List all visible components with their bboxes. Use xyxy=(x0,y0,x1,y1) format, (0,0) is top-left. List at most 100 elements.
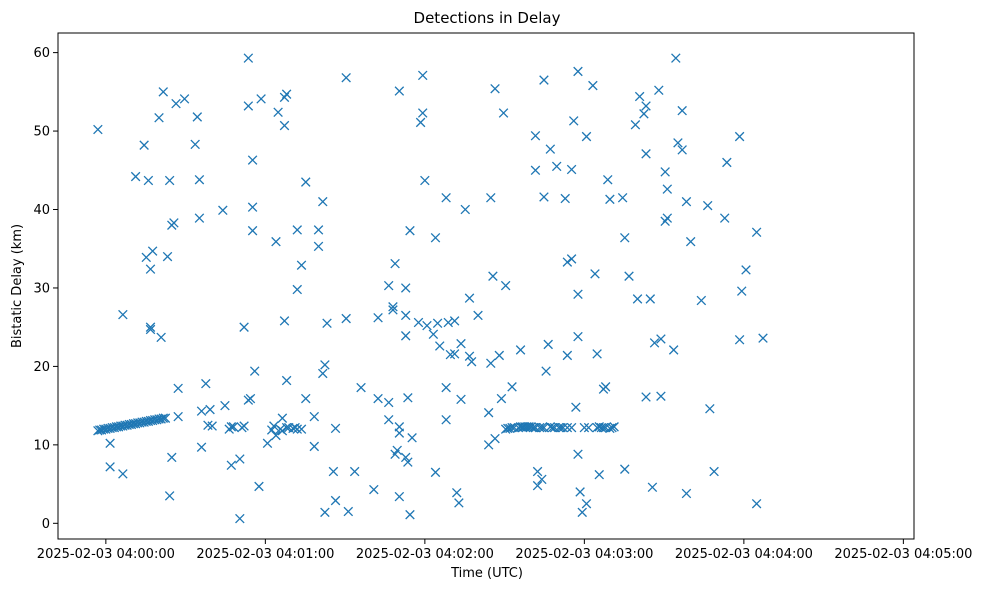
data-point xyxy=(734,131,745,142)
data-point xyxy=(309,411,320,422)
data-point xyxy=(641,149,651,159)
data-point xyxy=(722,157,732,168)
data-point xyxy=(383,397,394,408)
data-point xyxy=(741,265,751,275)
data-point xyxy=(145,322,156,332)
data-point xyxy=(456,338,466,349)
data-point xyxy=(641,101,651,111)
data-point xyxy=(405,225,415,236)
data-point xyxy=(647,482,658,492)
data-point xyxy=(239,322,249,332)
data-point xyxy=(318,196,328,207)
data-point xyxy=(460,204,471,215)
data-point xyxy=(160,413,171,423)
data-point xyxy=(194,213,205,223)
data-point xyxy=(751,227,762,238)
data-point xyxy=(400,331,411,341)
data-point xyxy=(430,232,441,243)
data-point xyxy=(403,457,413,467)
data-point xyxy=(277,413,288,423)
data-point xyxy=(500,280,511,291)
data-point xyxy=(164,175,175,186)
data-point xyxy=(577,507,587,518)
data-point xyxy=(281,89,292,99)
data-point xyxy=(681,196,692,207)
data-point xyxy=(207,421,217,431)
plot-area xyxy=(57,32,915,540)
data-point xyxy=(605,194,615,205)
data-point xyxy=(583,422,594,433)
data-point xyxy=(490,83,500,94)
data-point xyxy=(296,424,307,434)
data-point xyxy=(515,345,526,355)
x-tick-label: 2025-02-03 04:02:00 xyxy=(356,547,494,562)
data-point xyxy=(356,382,366,393)
y-tick-label: 0 xyxy=(42,517,50,532)
data-point xyxy=(118,469,128,479)
data-point xyxy=(673,138,683,148)
data-point xyxy=(449,349,460,359)
data-point xyxy=(562,257,573,267)
y-axis-label: Bistatic Delay (km) xyxy=(10,224,25,348)
data-point xyxy=(551,161,562,172)
data-point xyxy=(639,109,649,119)
data-point xyxy=(390,258,400,269)
data-point xyxy=(400,283,411,293)
data-point xyxy=(734,334,745,345)
data-point xyxy=(545,144,556,154)
data-point xyxy=(709,466,719,477)
data-point xyxy=(634,91,645,102)
data-point xyxy=(279,316,290,326)
data-point xyxy=(262,438,273,449)
data-point xyxy=(313,241,324,252)
data-point xyxy=(449,316,460,326)
data-point xyxy=(383,280,394,291)
data-point xyxy=(558,422,568,433)
data-point xyxy=(464,293,475,303)
data-point xyxy=(394,86,405,96)
data-point xyxy=(562,422,573,433)
data-point xyxy=(235,454,245,464)
data-point xyxy=(705,404,715,414)
data-point xyxy=(292,424,303,434)
data-point xyxy=(573,331,583,342)
data-point xyxy=(432,318,443,329)
data-point xyxy=(343,506,354,517)
data-point xyxy=(118,309,128,320)
y-tick-label: 60 xyxy=(33,46,50,61)
data-point xyxy=(486,192,496,203)
data-point xyxy=(560,193,570,204)
data-point xyxy=(301,393,311,404)
data-point xyxy=(758,333,768,343)
y-tick-label: 50 xyxy=(33,125,50,140)
data-point xyxy=(279,120,290,131)
data-point xyxy=(575,487,585,497)
y-tick-label: 10 xyxy=(33,438,50,453)
y-axis: 0 10 20 30 40 50 60 xyxy=(33,46,58,532)
data-point xyxy=(313,225,324,235)
x-tick-label: 2025-02-03 04:05:00 xyxy=(834,547,972,562)
data-point xyxy=(600,382,611,392)
data-point xyxy=(420,175,430,186)
data-point xyxy=(239,421,249,431)
data-point xyxy=(218,205,228,216)
data-point xyxy=(507,382,517,392)
data-point xyxy=(428,329,439,340)
data-point xyxy=(369,484,379,495)
data-point xyxy=(617,192,628,203)
data-point xyxy=(154,112,164,123)
data-point xyxy=(566,422,577,433)
data-point xyxy=(243,53,254,63)
data-points xyxy=(93,53,768,524)
data-point xyxy=(205,404,215,415)
data-point xyxy=(588,80,598,91)
data-point xyxy=(173,411,183,422)
x-tick-label: 2025-02-03 04:01:00 xyxy=(196,547,334,562)
data-point xyxy=(573,289,583,299)
data-point xyxy=(573,66,583,77)
data-point xyxy=(736,286,747,296)
data-point xyxy=(466,356,477,367)
data-point xyxy=(660,167,670,177)
data-point xyxy=(532,480,543,491)
